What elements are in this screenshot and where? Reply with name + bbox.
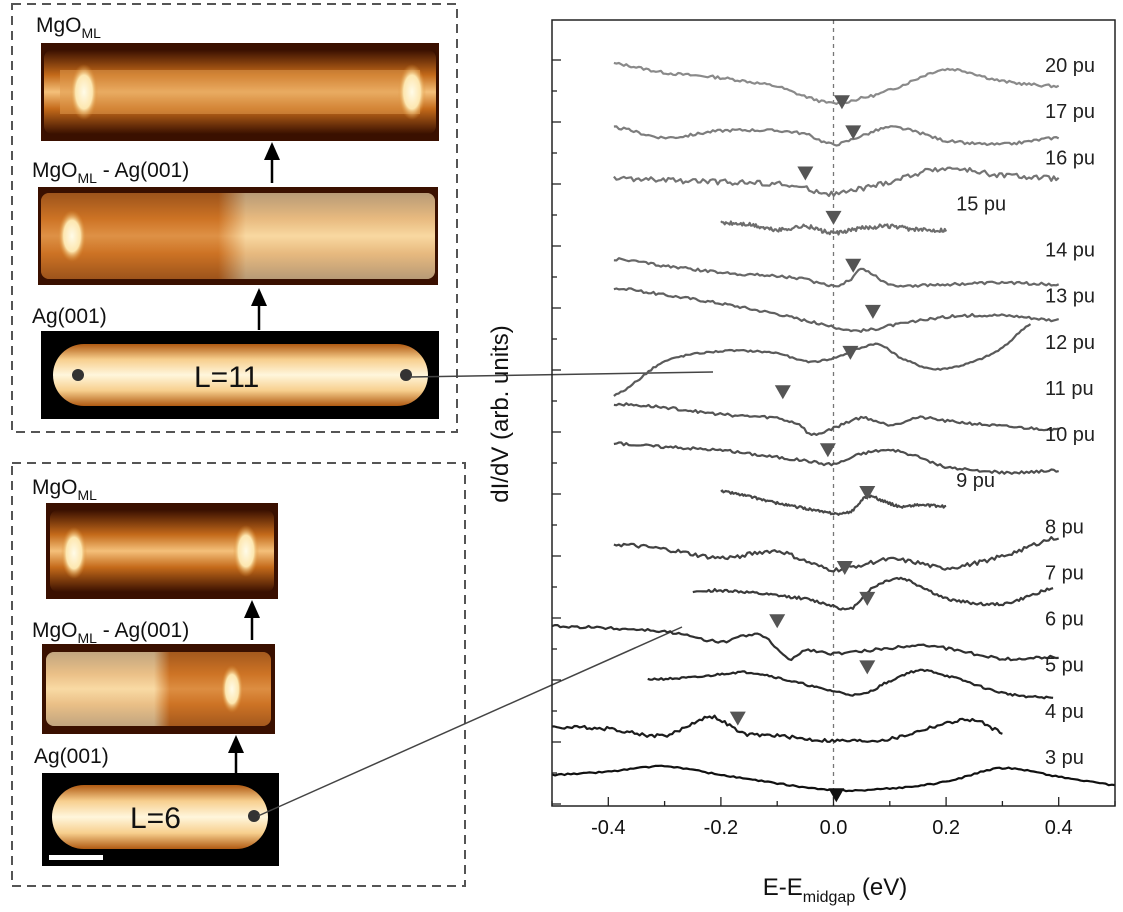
gap-marker-17-pu: [845, 125, 862, 140]
scale-bar: [49, 855, 103, 860]
top-panel-frame: [11, 3, 458, 433]
x-tick-label: 0.0: [820, 817, 848, 839]
x-tick-label: -0.2: [704, 817, 738, 839]
spectrum-line-11-pu: [613, 402, 1059, 436]
x-axis-title: E-Emidgap (eV): [763, 874, 908, 906]
bottom-arrow-2: [228, 735, 244, 776]
bottom-arrow-1: [244, 600, 260, 640]
gap-marker-3-pu: [828, 788, 845, 803]
connector-line-l6: [257, 626, 683, 817]
spectrum-line-7-pu: [692, 576, 1054, 611]
spectrum-line-6-pu: [551, 624, 1059, 662]
spectrum-line-9-pu: [720, 489, 947, 516]
series-label: 15 pu: [956, 193, 1006, 215]
bottom-stm-image-mgo: [46, 503, 278, 599]
spectrum-line-5-pu: [647, 668, 1054, 700]
spectrum-line-4-pu: [551, 714, 1003, 743]
gap-marker-14-pu: [845, 258, 862, 273]
top-endpoint-right: [400, 369, 412, 381]
series-label: 3 pu: [1045, 747, 1084, 769]
bottom-stm-image-mgo-ag: [42, 644, 275, 734]
spectrum-line-12-pu: [613, 323, 1032, 397]
top-arrow-1: [264, 142, 280, 183]
series-label: 12 pu: [1045, 332, 1095, 354]
gap-marker-5-pu: [859, 660, 876, 675]
spectra-chart: 20 pu 17 pu 16 pu 15 pu 14 pu 13 pu 12 pu 11 pu…: [551, 19, 1116, 839]
top-stm-image-mgo-ag: [38, 187, 438, 285]
bottom-label-mgo: MgOML: [32, 476, 97, 503]
series-label: 11 pu: [1045, 378, 1094, 400]
gap-marker-20-pu: [833, 95, 850, 110]
spectrum-line-16-pu: [613, 166, 1060, 198]
spectrum-line-10-pu: [613, 441, 1059, 475]
plot-frame: [551, 19, 1116, 807]
axis-ticks: -0.4 -0.2 0.0 0.2 0.4: [551, 59, 1116, 839]
gap-marker-10-pu: [819, 443, 836, 458]
series-label: 16 pu: [1045, 147, 1095, 169]
x-tick-label: 0.2: [932, 817, 960, 839]
series-label: 14 pu: [1045, 240, 1095, 262]
gap-marker-6-pu: [769, 614, 786, 629]
spectra-curves: 20 pu 17 pu 16 pu 15 pu 14 pu 13 pu 12 pu 11 pu…: [551, 55, 1116, 803]
top-label-ag: Ag(001): [32, 305, 107, 328]
spectrum-line-3-pu: [551, 764, 1116, 793]
bottom-image-panel: MgOML MgOML - Ag(001) Ag(001): [11, 462, 466, 887]
spectrum-line-20-pu: [613, 61, 1060, 106]
series-label: 6 pu: [1045, 609, 1084, 631]
spectrum-line-17-pu: [613, 125, 1060, 147]
gap-marker-15-pu: [825, 210, 842, 225]
gap-marker-7-pu: [859, 591, 876, 606]
top-stm-image-mgo: [41, 43, 439, 141]
bottom-label-ag: Ag(001): [34, 745, 109, 768]
series-label: 17 pu: [1045, 101, 1095, 123]
gap-marker-12-pu: [842, 345, 859, 360]
bottom-label-mgo-ag: MgOML - Ag(001): [32, 619, 189, 646]
series-label: 7 pu: [1045, 562, 1084, 584]
gap-marker-11-pu: [774, 385, 791, 400]
bottom-length-label: L=6: [130, 802, 181, 835]
spectrum-line-13-pu: [613, 287, 1059, 333]
bottom-stm-image-ag: [42, 773, 279, 866]
gap-marker-8-pu: [836, 561, 853, 576]
series-label: 4 pu: [1045, 701, 1084, 723]
series-label: 5 pu: [1045, 655, 1084, 677]
top-label-mgo-ag: MgOML - Ag(001): [32, 159, 189, 186]
series-label: 9 pu: [956, 470, 995, 492]
top-image-panel: MgOML MgOML - Ag(001) Ag(001): [11, 3, 458, 433]
top-length-label: L=11: [194, 361, 259, 394]
x-tick-label: -0.4: [591, 817, 625, 839]
top-label-mgo: MgOML: [36, 14, 101, 41]
y-axis-title: dI/dV (arb. units): [487, 325, 514, 502]
spectrum-line-14-pu: [613, 257, 1060, 288]
bottom-panel-frame: [11, 462, 466, 887]
gap-marker-13-pu: [864, 304, 881, 319]
gap-marker-4-pu: [729, 711, 746, 726]
series-label: 8 pu: [1045, 516, 1084, 538]
spectrum-line-8-pu: [613, 536, 1060, 573]
connector-line-l11: [409, 371, 714, 378]
top-endpoint-left: [72, 369, 84, 381]
gap-marker-16-pu: [797, 166, 814, 181]
gap-marker-9-pu: [859, 486, 876, 500]
top-stm-image-ag: [41, 331, 439, 419]
series-label: 20 pu: [1045, 55, 1095, 77]
top-arrow-2: [251, 288, 267, 330]
series-label: 13 pu: [1045, 286, 1095, 308]
x-tick-label: 0.4: [1045, 817, 1073, 839]
spectrum-line-15-pu: [720, 220, 948, 236]
series-label: 10 pu: [1045, 424, 1095, 446]
bottom-endpoint-right: [248, 810, 260, 822]
